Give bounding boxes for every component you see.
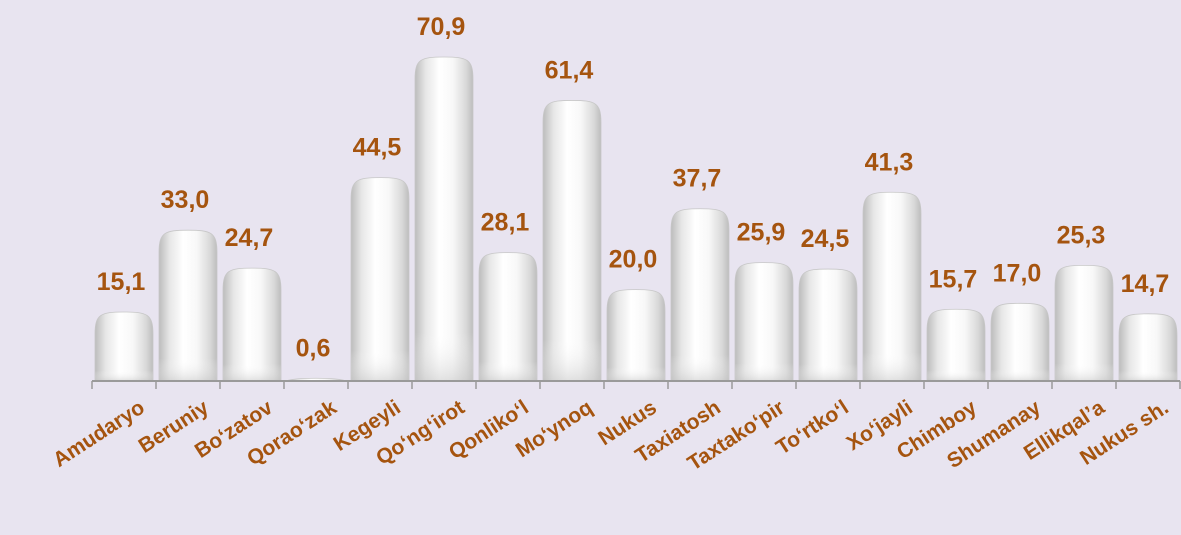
data-label: 14,7 (1121, 270, 1170, 298)
bar-shade (863, 192, 921, 381)
data-label: 15,7 (929, 265, 978, 293)
data-label: 24,5 (801, 225, 850, 253)
bar-shade (95, 311, 153, 381)
bar-shade (671, 208, 729, 381)
data-label: 17,0 (993, 259, 1042, 287)
data-label: 61,4 (545, 56, 594, 84)
bar-shade (1055, 265, 1113, 381)
bar-shade (159, 230, 217, 381)
data-label: 28,1 (481, 209, 530, 237)
data-label: 44,5 (353, 134, 402, 162)
data-label: 37,7 (673, 165, 722, 193)
data-label: 25,3 (1057, 221, 1106, 249)
bar-shade (415, 57, 473, 381)
data-label: 0,6 (296, 334, 331, 362)
bar-shade (223, 268, 281, 381)
data-label: 41,3 (865, 148, 914, 176)
data-label: 25,9 (737, 219, 786, 247)
bar-shade (991, 303, 1049, 381)
bar-shade (607, 289, 665, 381)
bar-shade (927, 309, 985, 381)
data-label: 15,1 (97, 268, 146, 296)
bar-shade (543, 100, 601, 381)
bar-shade (799, 269, 857, 381)
bar-shade (479, 252, 537, 381)
data-label: 24,7 (225, 224, 274, 252)
category-label: Amudaryo (49, 396, 149, 472)
data-label: 70,9 (417, 13, 466, 41)
data-label: 33,0 (161, 186, 210, 214)
data-label: 20,0 (609, 246, 658, 274)
bar-shade (735, 262, 793, 381)
bar-shade (351, 177, 409, 381)
bar-shade (1119, 313, 1177, 381)
category-label: To‘rtko‘l (772, 396, 853, 460)
